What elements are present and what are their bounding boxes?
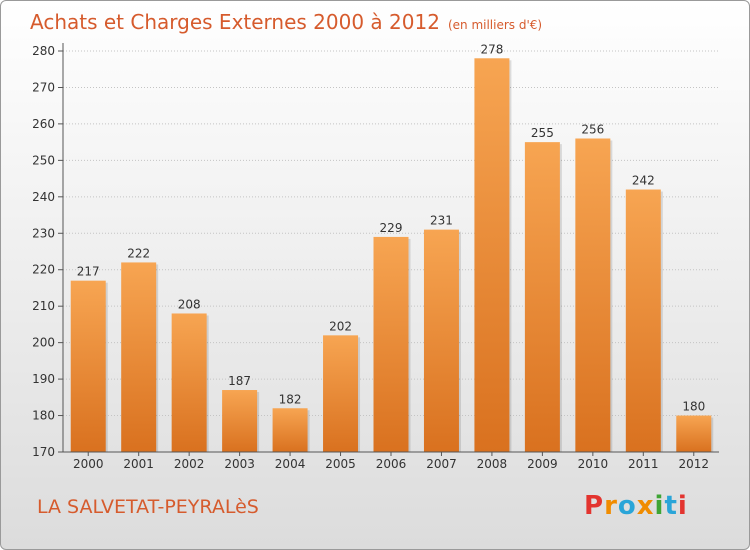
bar — [121, 262, 157, 452]
bar — [676, 415, 712, 452]
bar-value-label: 255 — [531, 126, 554, 140]
bar — [474, 58, 510, 453]
bar — [524, 142, 560, 453]
bar — [323, 335, 359, 452]
logo-letter: t — [664, 491, 678, 521]
y-tick-label: 200 — [32, 336, 55, 350]
bar-value-label: 217 — [77, 265, 100, 279]
bar — [373, 236, 409, 452]
logo-letter: i — [677, 491, 688, 521]
x-tick-label: 2005 — [325, 457, 356, 471]
bar — [272, 408, 308, 452]
x-tick-label: 2002 — [174, 457, 205, 471]
chart-subtitle: (en milliers d'€) — [447, 18, 543, 32]
bar — [171, 313, 207, 452]
bar — [70, 280, 106, 452]
logo-letter: x — [636, 491, 655, 521]
x-tick-label: 2003 — [224, 457, 255, 471]
bar-value-label: 187 — [228, 374, 251, 388]
bar-value-label: 180 — [682, 400, 705, 414]
chart-title-text: Achats et Charges Externes 2000 à 2012 — [30, 10, 440, 34]
bar-value-label: 256 — [581, 122, 604, 136]
x-tick-label: 2007 — [426, 457, 457, 471]
bar-value-label: 222 — [127, 246, 150, 260]
bar-value-label: 278 — [480, 42, 503, 56]
y-tick-label: 190 — [32, 372, 55, 386]
bar — [575, 138, 611, 452]
y-tick-label: 260 — [32, 117, 55, 131]
x-tick-label: 2008 — [477, 457, 508, 471]
y-tick-label: 170 — [32, 445, 55, 459]
x-tick-label: 2009 — [527, 457, 558, 471]
bar-value-label: 208 — [178, 297, 201, 311]
y-tick-label: 220 — [32, 263, 55, 277]
y-tick-label: 270 — [32, 80, 55, 94]
y-tick-label: 230 — [32, 226, 55, 240]
bar — [625, 189, 661, 452]
bar-value-label: 242 — [632, 174, 655, 188]
x-tick-label: 2004 — [275, 457, 306, 471]
bar-value-label: 182 — [279, 392, 302, 406]
x-tick-label: 2010 — [578, 457, 609, 471]
y-tick-label: 240 — [32, 190, 55, 204]
y-tick-label: 280 — [32, 44, 55, 58]
x-tick-label: 2006 — [376, 457, 407, 471]
commune-name: LA SALVETAT-PEYRALèS — [37, 496, 259, 518]
chart-title: Achats et Charges Externes 2000 à 2012 (e… — [30, 10, 542, 34]
x-tick-label: 2001 — [123, 457, 154, 471]
bar — [423, 229, 459, 452]
y-tick-label: 180 — [32, 409, 55, 423]
logo-letter: r — [604, 491, 618, 521]
bar-value-label: 229 — [380, 221, 403, 235]
proxiti-logo: Proxiti — [584, 491, 688, 521]
x-tick-label: 2011 — [628, 457, 659, 471]
bar — [222, 390, 258, 452]
y-tick-label: 210 — [32, 299, 55, 313]
x-tick-label: 2000 — [73, 457, 104, 471]
y-tick-label: 250 — [32, 153, 55, 167]
x-tick-label: 2012 — [678, 457, 709, 471]
logo-letter: i — [654, 491, 665, 521]
bar-value-label: 202 — [329, 319, 352, 333]
bar-value-label: 231 — [430, 214, 453, 228]
logo-letter: o — [617, 491, 637, 521]
logo-letter: P — [584, 491, 605, 521]
